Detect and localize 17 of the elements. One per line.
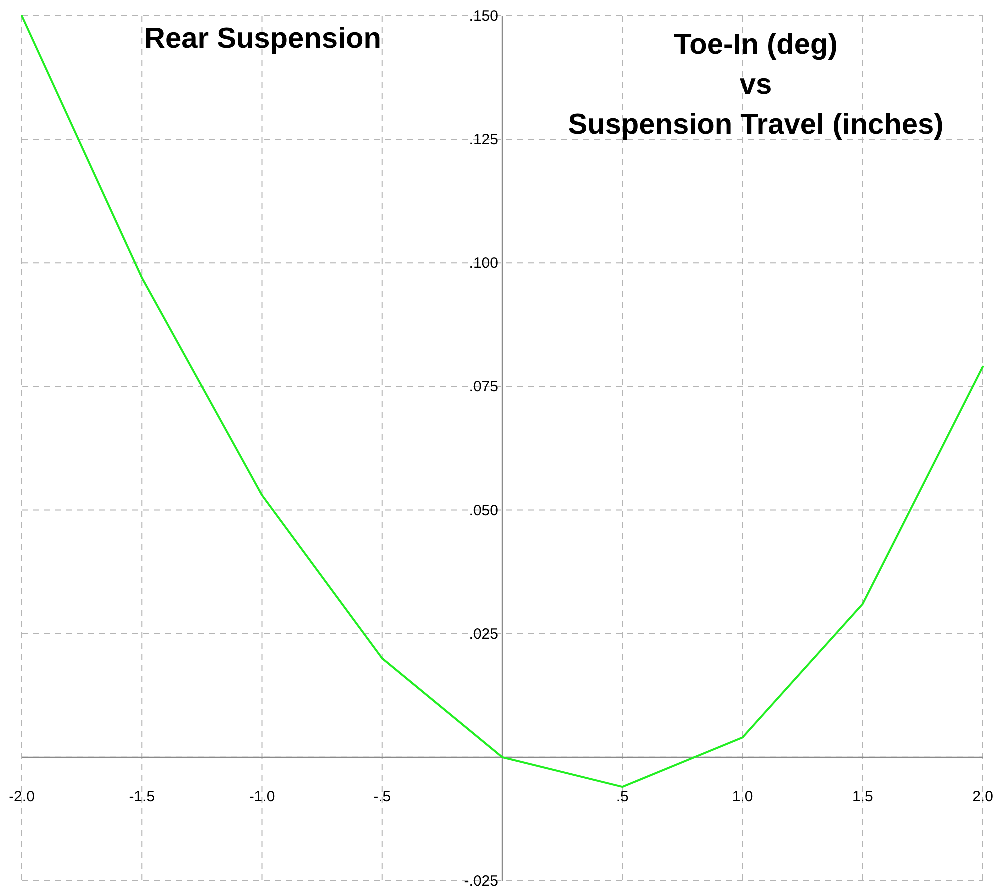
x-tick-label: -2.0 — [9, 788, 35, 806]
y-tick-label: .125 — [469, 132, 498, 149]
x-tick-label: -.5 — [374, 788, 392, 806]
y-tick-label: .025 — [469, 626, 498, 643]
y-tick-label: .050 — [469, 502, 498, 520]
x-tick-label: 1.5 — [852, 788, 874, 806]
x-tick-label: 1.0 — [732, 788, 754, 806]
x-tick-label: -1.5 — [129, 788, 156, 806]
x-tick-label: -1.0 — [249, 788, 276, 806]
y-tick-label: .075 — [469, 378, 498, 396]
y-tick-label: .150 — [469, 8, 498, 25]
chart-subtitle: Rear Suspension — [144, 23, 382, 55]
x-tick-label: .5 — [616, 788, 629, 806]
y-tick-label: .100 — [469, 255, 498, 272]
y-tick-label: -.025 — [464, 873, 498, 890]
x-tick-label: 2.0 — [972, 788, 994, 806]
text: Toe-In (deg) vs Suspension Travel (inches) — [568, 29, 944, 141]
